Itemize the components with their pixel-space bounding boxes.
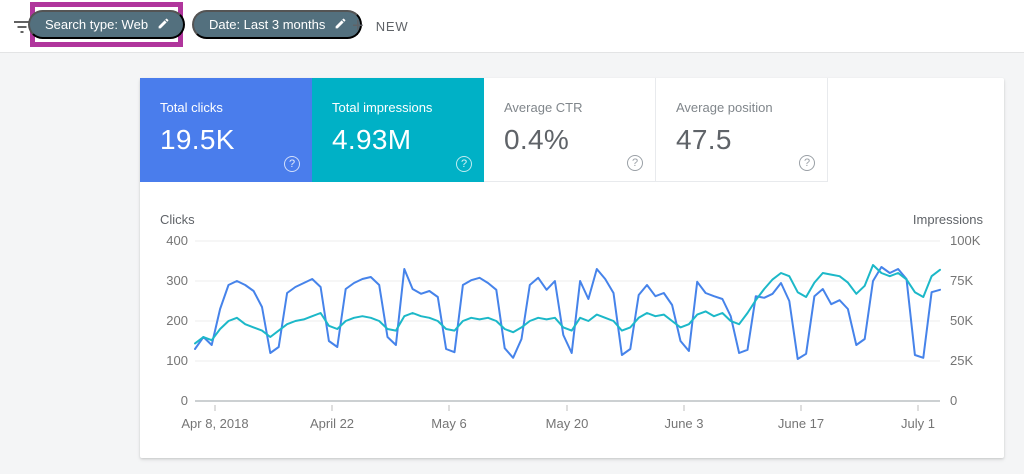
annotation-highlight-box: Search type: Web [27,2,186,47]
metric-value: 0.4% [504,124,570,155]
right-axis-tick: 75K [950,273,974,288]
metric-card-total-impressions[interactable]: Total impressions 4.93M ? [312,78,484,182]
help-icon[interactable]: ? [799,155,815,171]
metric-value: 4.93M [332,124,412,155]
help-icon[interactable]: ? [456,156,472,172]
left-axis-tick: 100 [166,353,188,368]
new-filter-button[interactable]: + NEW [352,12,408,40]
x-axis-label: May 6 [431,416,467,431]
left-axis-tick: 0 [180,393,188,408]
performance-report-panel: Total clicks 19.5K ? Total impressions 4… [140,78,1004,458]
right-axis-tick: 100K [950,233,981,248]
plus-icon: + [352,15,364,37]
x-axis-label: June 17 [777,416,825,431]
metric-label: Average CTR [504,100,583,115]
x-axis-label: May 20 [545,416,589,431]
metric-label: Average position [676,100,773,115]
right-axis-tick: 25K [950,353,974,368]
performance-line-chart [194,240,941,411]
new-filter-label: NEW [375,18,409,34]
date-range-chip-label: Date: Last 3 months [209,17,326,32]
metric-value: 19.5K [160,124,235,155]
filter-list-icon[interactable] [10,15,34,39]
metric-label: Total impressions [332,100,433,115]
right-axis-title: Impressions [912,212,983,227]
clicks-line-series [194,266,941,360]
left-axis-title: Clicks [160,212,195,227]
search-type-chip-label: Search type: Web [44,17,149,32]
help-icon[interactable]: ? [284,156,300,172]
search-type-chip[interactable]: Search type: Web [27,10,186,39]
edit-icon [157,17,170,33]
metric-label: Total clicks [160,100,223,115]
right-axis-tick: 50K [950,313,974,328]
metric-card-average-ctr[interactable]: Average CTR 0.4% ? [484,78,656,182]
edit-icon [334,17,347,33]
right-axis-tick: 0 [950,393,958,408]
metric-card-average-position[interactable]: Average position 47.5 ? [656,78,828,182]
date-range-chip[interactable]: Date: Last 3 months [192,10,363,39]
x-axis-label: Apr 8, 2018 [181,416,249,431]
metric-card-total-clicks[interactable]: Total clicks 19.5K ? [140,78,312,182]
toolbar: Search type: Web Date: Last 3 months + N… [0,0,1024,53]
x-axis-label: June 3 [664,416,704,431]
x-axis-label: July 1 [901,416,935,431]
impressions-line-series [194,264,941,345]
left-axis-tick: 300 [166,273,188,288]
metric-cards-row: Total clicks 19.5K ? Total impressions 4… [140,78,828,182]
x-axis-label: April 22 [309,416,355,431]
left-axis-tick: 400 [166,233,188,248]
metric-value: 47.5 [676,124,732,155]
help-icon[interactable]: ? [627,155,643,171]
left-axis-tick: 200 [166,313,188,328]
